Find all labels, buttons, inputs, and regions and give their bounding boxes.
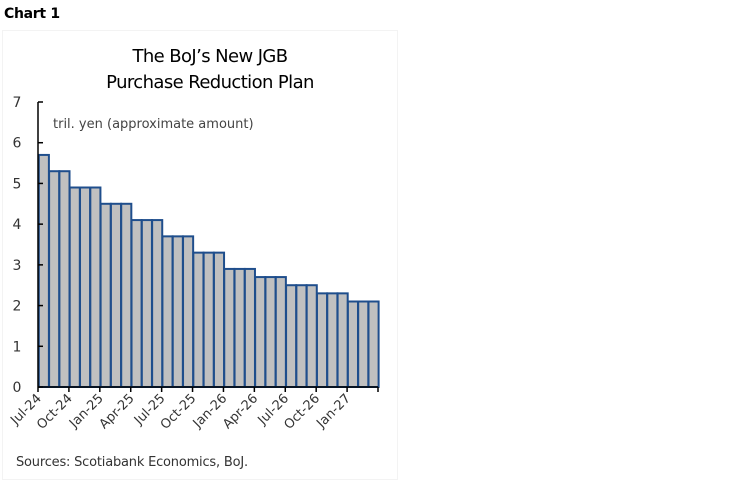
bar — [326, 292, 339, 388]
bar — [233, 267, 246, 388]
chart-frame — [2, 30, 398, 480]
bar — [223, 267, 236, 388]
bar — [212, 251, 226, 388]
bar — [89, 186, 102, 388]
bar — [182, 235, 195, 388]
bar — [79, 186, 92, 388]
y-tick-label: 3 — [13, 258, 22, 274]
chart-title: The BoJ’s New JGB Purchase Reduction Pla… — [40, 44, 380, 96]
bar — [202, 251, 215, 388]
y-tick-label: 5 — [13, 176, 22, 192]
y-tick-label: 2 — [13, 299, 22, 315]
bar — [315, 292, 329, 388]
bar — [254, 276, 267, 389]
x-tick-label: Jan-27 — [313, 391, 354, 432]
bar — [58, 170, 71, 388]
bar — [243, 267, 256, 388]
chart-title-line-2: Purchase Reduction Plan — [106, 72, 314, 93]
y-tick-label: 6 — [13, 136, 22, 152]
bar — [99, 202, 112, 388]
bar — [48, 170, 61, 388]
bar — [120, 202, 133, 388]
bar — [274, 276, 287, 389]
x-tick-label: Apr-25 — [97, 391, 138, 432]
bar — [192, 251, 205, 388]
chart-title-line-1: The BoJ’s New JGB — [132, 46, 288, 67]
unit-annotation: tril. yen (approximate amount) — [53, 117, 254, 132]
bar — [336, 292, 349, 388]
bar — [140, 219, 153, 388]
bar — [130, 219, 143, 388]
bar — [357, 300, 370, 388]
y-tick-label: 0 — [13, 380, 22, 396]
bar — [151, 219, 164, 388]
chart-number-label: Chart 1 — [4, 6, 60, 22]
bar — [68, 186, 81, 388]
bar — [295, 284, 308, 388]
source-note: Sources: Scotiabank Economics, BoJ. — [16, 455, 248, 470]
bar — [367, 300, 380, 388]
y-tick-label: 1 — [13, 339, 22, 355]
bar — [305, 284, 318, 388]
bar — [285, 284, 298, 388]
x-tick-label: Apr-26 — [220, 391, 261, 432]
bar — [109, 202, 123, 388]
bar — [161, 235, 174, 388]
bar — [37, 153, 50, 388]
bar — [346, 300, 359, 388]
bar — [264, 276, 277, 389]
y-tick-label: 4 — [13, 217, 22, 233]
y-tick-label: 7 — [13, 95, 22, 111]
bar — [171, 235, 184, 388]
